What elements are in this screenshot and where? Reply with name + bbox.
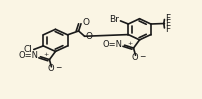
Text: F: F <box>164 25 169 34</box>
Text: −: − <box>55 63 61 72</box>
Text: Br: Br <box>109 15 119 24</box>
Text: F: F <box>164 19 169 28</box>
Text: O=N: O=N <box>19 51 39 60</box>
Text: Cl: Cl <box>23 45 32 54</box>
Text: O: O <box>82 18 88 27</box>
Text: +: + <box>43 52 48 57</box>
Text: +: + <box>127 41 132 46</box>
Text: O: O <box>47 64 54 73</box>
Text: O: O <box>131 52 138 61</box>
Text: O=N: O=N <box>102 40 122 49</box>
Text: F: F <box>164 14 169 23</box>
Text: O: O <box>85 32 92 41</box>
Text: −: − <box>138 52 145 61</box>
